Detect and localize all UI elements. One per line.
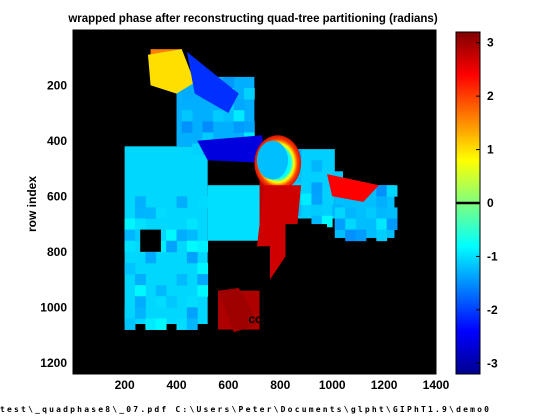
x-tick-label: 1400 — [423, 378, 450, 392]
colorbar-tick-label: 3 — [487, 36, 494, 50]
colorbar-tick-label: -2 — [487, 303, 498, 317]
x-tick-label: 1000 — [319, 378, 346, 392]
y-tick-label: 1000 — [40, 300, 67, 314]
footer-path: test\_quadphase8\_07.pdf C:\Users\Peter\… — [0, 405, 492, 414]
y-tick-label: 800 — [47, 245, 67, 259]
mask-hole-2 — [285, 224, 328, 280]
y-tick-label: 400 — [47, 134, 67, 148]
y-tick-label: 1200 — [40, 356, 67, 370]
heat-blue-band — [186, 51, 239, 114]
x-tick-label: 1200 — [371, 378, 398, 392]
x-tick-label: 800 — [270, 378, 290, 392]
heat-ring-core — [256, 140, 289, 180]
heat-red-south — [218, 287, 260, 333]
colorbar-tick-label: 2 — [487, 89, 494, 103]
x-tick-label: 200 — [115, 378, 135, 392]
heat-dark-blue — [197, 135, 265, 163]
colorbar-tick-label: -3 — [487, 356, 498, 370]
y-tick-label: 600 — [47, 189, 67, 203]
heat-nw-streak — [147, 49, 195, 94]
colorbar-tick-label: 1 — [487, 143, 494, 157]
heatmap-image — [124, 49, 398, 333]
x-tick-label: 600 — [218, 378, 238, 392]
heat-red-east — [327, 174, 379, 202]
figure: wrapped phase after reconstructing quad-… — [25, 13, 498, 392]
chart-title: wrapped phase after reconstructing quad-… — [67, 13, 438, 25]
mask-hole-0 — [218, 246, 270, 286]
y-axis-label: row index — [25, 176, 39, 232]
x-tick-label: 400 — [167, 378, 187, 392]
colorbar-ticks: -3 -2 -1 0 1 2 3 — [456, 36, 498, 370]
y-axis: 200 400 600 800 1000 1200 — [40, 78, 436, 370]
plot-frame — [72, 29, 437, 375]
mask-hole-1 — [140, 229, 161, 252]
x-axis: 200 400 600 800 1000 1200 1400 — [115, 30, 450, 392]
y-tick-label: 200 — [47, 78, 67, 92]
colorbar-tick-label: 0 — [487, 196, 494, 210]
x-axis-label: column index — [248, 312, 326, 326]
colorbar-tick-label: -1 — [487, 249, 498, 263]
